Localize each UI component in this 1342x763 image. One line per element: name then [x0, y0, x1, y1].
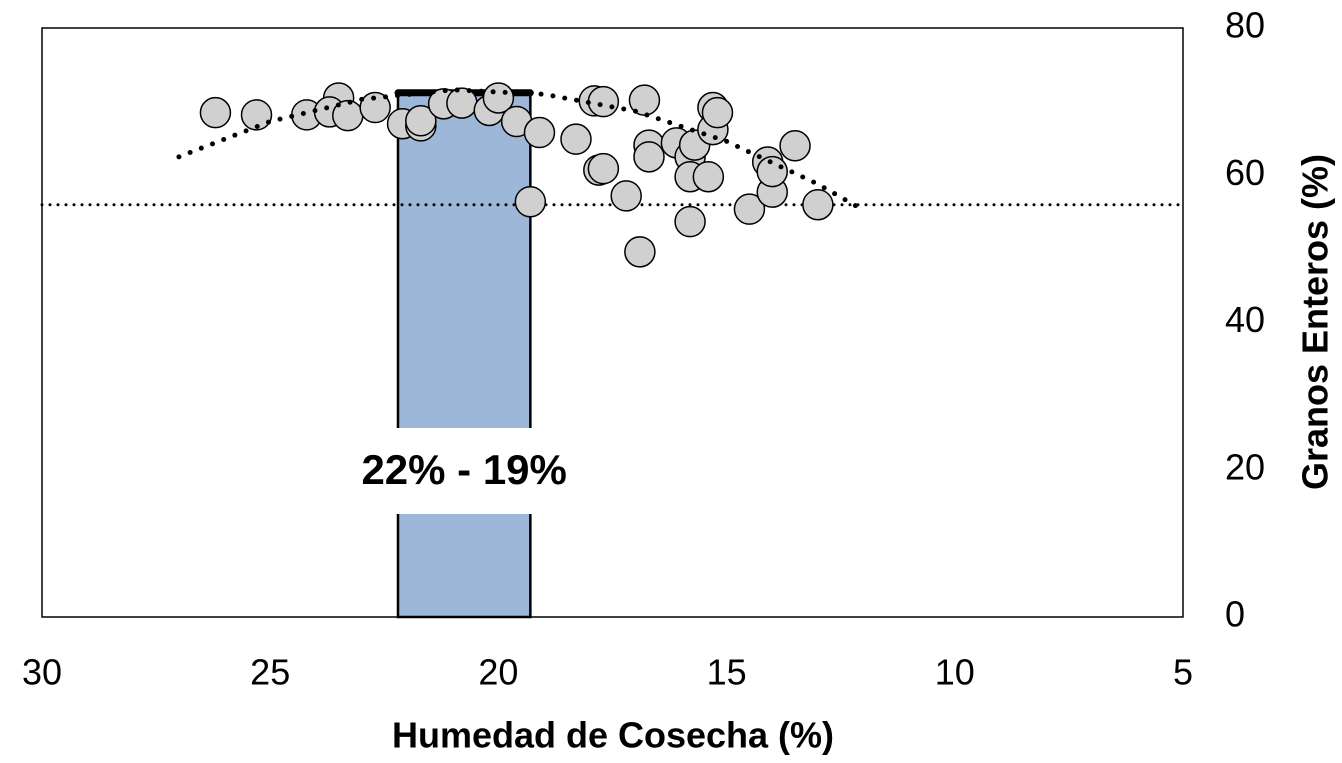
point — [701, 96, 734, 129]
band-label-bg — [324, 428, 605, 514]
point — [756, 155, 788, 188]
plot-area — [41, 27, 1184, 618]
y-tick-label: 60 — [1225, 152, 1265, 193]
y-tick-label: 20 — [1225, 446, 1265, 487]
point — [802, 188, 834, 221]
point — [624, 236, 656, 268]
point — [733, 193, 766, 225]
x-tick-label: 25 — [250, 652, 290, 693]
point — [779, 130, 811, 162]
band — [396, 91, 532, 619]
x-axis-title: Humedad de Cosecha (%) — [392, 715, 834, 756]
point — [514, 186, 547, 218]
x-tick-label: 30 — [22, 652, 62, 693]
y-tick-label: 0 — [1225, 594, 1245, 635]
point — [692, 160, 725, 193]
point — [405, 105, 437, 137]
point — [523, 116, 556, 149]
point — [674, 205, 706, 238]
x-tick-label: 15 — [707, 652, 747, 693]
point — [446, 87, 478, 119]
point — [633, 141, 665, 173]
point — [199, 96, 232, 129]
point — [560, 123, 592, 155]
point — [610, 180, 642, 212]
point — [587, 85, 620, 118]
x-tick-label: 20 — [478, 652, 518, 693]
band-label: 22% - 19% — [361, 446, 566, 493]
x-tick-label: 5 — [1173, 652, 1193, 693]
point — [587, 152, 620, 185]
y-axis-title: Granos Enteros (%) — [1295, 154, 1336, 490]
y-tick-label: 40 — [1225, 299, 1265, 340]
point — [359, 91, 391, 124]
y-tick-label: 80 — [1225, 5, 1265, 46]
x-tick-label: 10 — [935, 652, 975, 693]
point — [240, 99, 273, 131]
